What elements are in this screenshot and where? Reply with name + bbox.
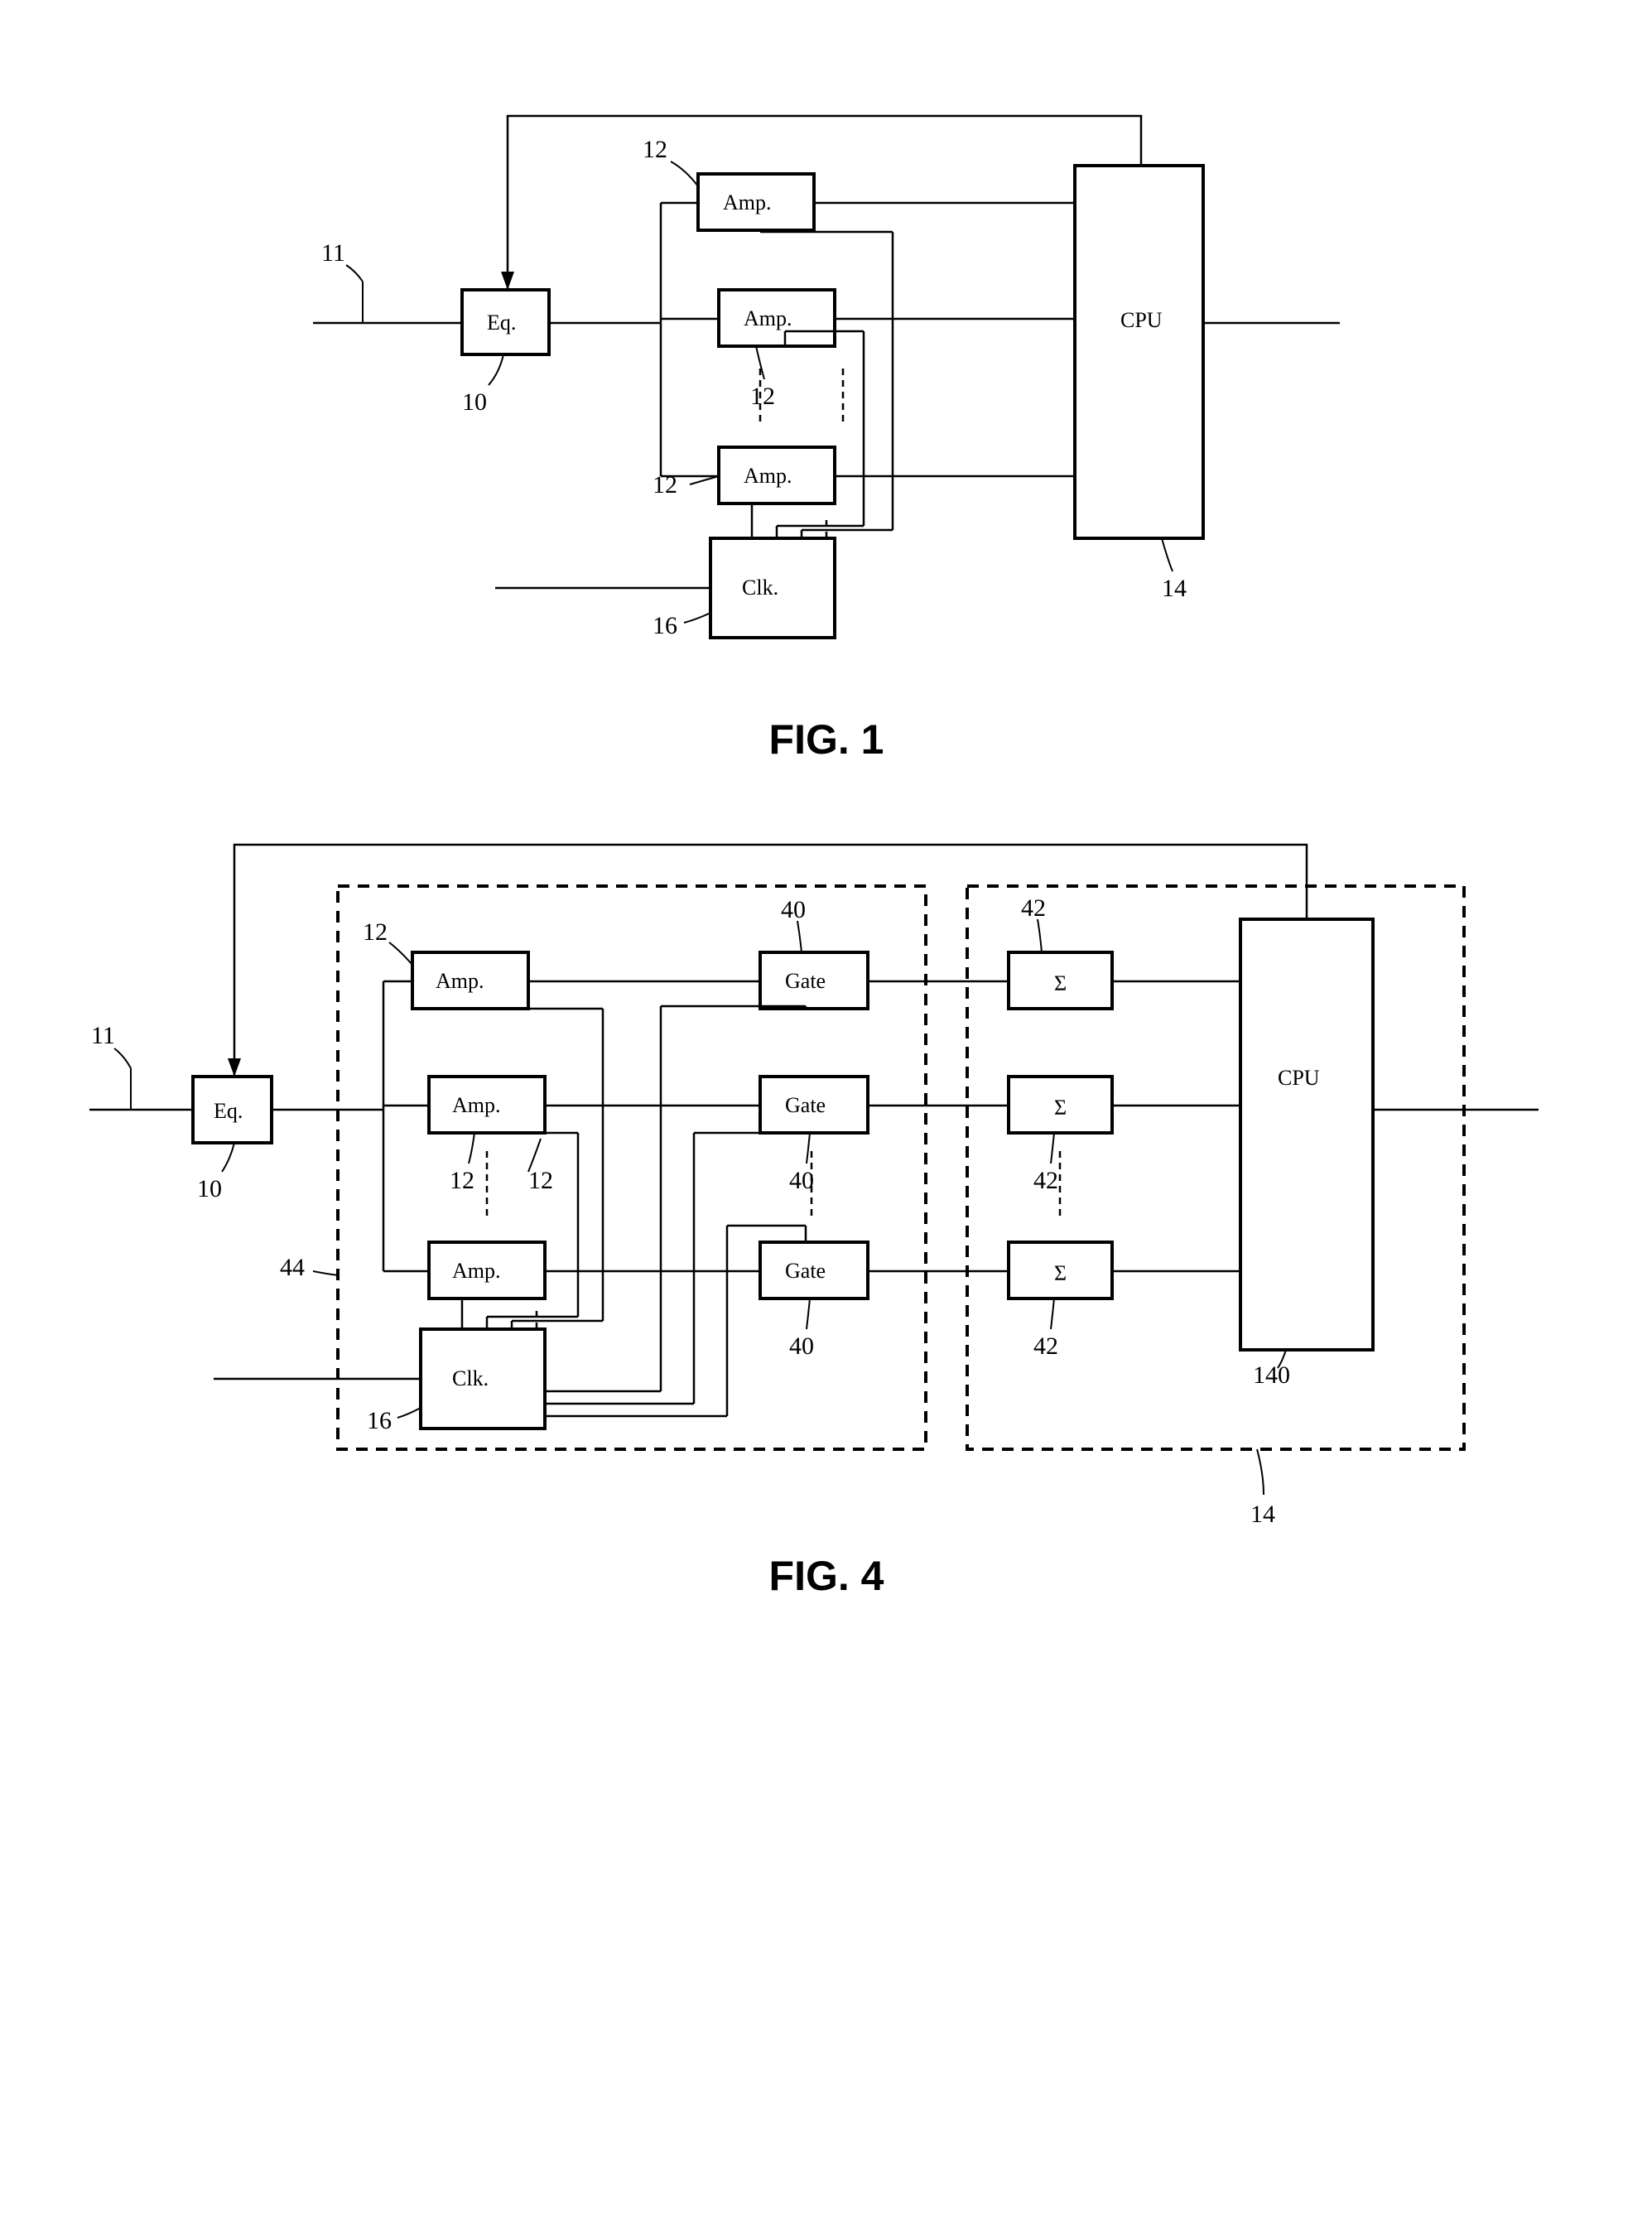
ref4-16: 16	[367, 1407, 392, 1434]
ref-12c: 12	[653, 471, 677, 499]
fig1-title: FIG. 1	[768, 716, 884, 763]
ref4-40c: 40	[789, 1332, 814, 1360]
ref4-42c: 42	[1033, 1332, 1058, 1360]
ref-16: 16	[653, 612, 677, 639]
ref4-14: 14	[1250, 1501, 1275, 1528]
clk-label: Clk.	[742, 576, 778, 600]
amp4c-label: Amp.	[452, 1259, 501, 1283]
ref4-40a: 40	[781, 896, 806, 923]
gate3-label: Gate	[785, 1259, 826, 1283]
sum1-label: Σ	[1054, 971, 1067, 995]
amp3-label: Amp.	[744, 464, 792, 488]
gate2-label: Gate	[785, 1093, 826, 1117]
eq-label: Eq.	[487, 311, 516, 335]
sum3-label: Σ	[1054, 1261, 1067, 1285]
ref4-12a: 12	[363, 918, 388, 946]
ref-11: 11	[321, 239, 345, 267]
ref4-140: 140	[1253, 1361, 1290, 1389]
fig1-diagram: Eq. Amp. Amp. Amp. Clk. CPU 11	[247, 66, 1406, 812]
ref-14: 14	[1162, 575, 1187, 602]
fig4-diagram: Eq. Amp. Amp. Amp. Clk. Gate Gate Gate Σ…	[81, 812, 1572, 1640]
amp2-label: Amp.	[744, 306, 792, 330]
ref4-42b: 42	[1033, 1167, 1058, 1194]
ref-10: 10	[462, 388, 487, 416]
amp4b-label: Amp.	[452, 1093, 501, 1117]
ref-12b: 12	[750, 383, 775, 410]
ref4-10: 10	[197, 1175, 222, 1202]
ref4-12b: 12	[450, 1167, 474, 1194]
cpu-label: CPU	[1120, 308, 1163, 332]
sum2-label: Σ	[1054, 1096, 1067, 1120]
cpu4-label: CPU	[1278, 1066, 1320, 1090]
gate1-label: Gate	[785, 969, 826, 993]
clk4-label: Clk.	[452, 1366, 489, 1390]
ref4-44: 44	[280, 1254, 305, 1281]
amp4a-label: Amp.	[436, 969, 484, 993]
fig4-title: FIG. 4	[768, 1553, 884, 1599]
ref4-11: 11	[91, 1022, 115, 1049]
ref4-40b: 40	[789, 1167, 814, 1194]
ref4-42a: 42	[1021, 894, 1046, 922]
ref-12a: 12	[643, 136, 667, 163]
eq4-label: Eq.	[214, 1099, 243, 1123]
ref4-12c: 12	[528, 1167, 553, 1194]
amp1-label: Amp.	[723, 190, 772, 214]
